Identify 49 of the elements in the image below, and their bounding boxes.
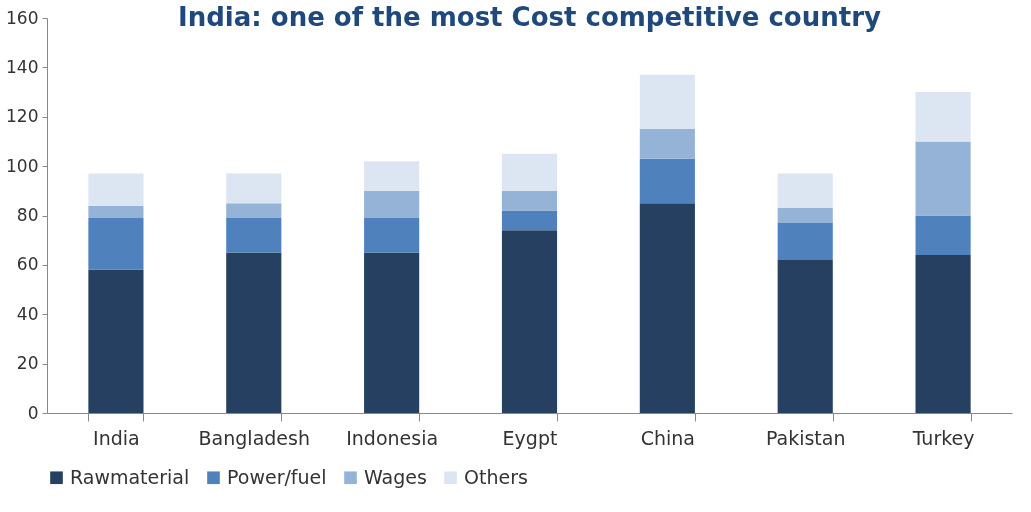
bar <box>915 215 971 255</box>
y-tick-label: 20 <box>16 353 39 374</box>
y-tick-label: 0 <box>27 402 39 423</box>
y-tick-label: 120 <box>6 106 39 127</box>
bar <box>364 217 420 253</box>
bar <box>639 158 695 204</box>
bar <box>226 217 282 253</box>
y-tick-label: 160 <box>6 7 39 28</box>
bar <box>777 259 833 413</box>
legend-label: Rawmaterial <box>70 465 190 488</box>
bar <box>364 190 420 218</box>
x-tick-label: India <box>93 426 140 449</box>
bar <box>777 222 833 260</box>
bar <box>88 173 144 206</box>
y-tick-label: 40 <box>16 303 39 324</box>
bar <box>777 208 833 223</box>
bar <box>88 269 144 413</box>
x-tick-label: Bangladesh <box>198 426 310 449</box>
bar <box>364 161 420 191</box>
bar <box>226 173 282 204</box>
bar <box>639 203 695 413</box>
x-tick-label: China <box>640 426 695 449</box>
y-tick-label: 60 <box>16 254 39 275</box>
bar <box>639 129 695 159</box>
bar <box>88 217 144 270</box>
x-tick-label: Indonesia <box>346 426 439 449</box>
y-tick-label: 100 <box>6 155 39 176</box>
y-tick-label: 140 <box>6 56 39 77</box>
bar <box>501 210 558 231</box>
bar <box>501 230 558 413</box>
y-tick-label: 80 <box>16 205 39 225</box>
legend-label: Power/fuel <box>227 465 327 488</box>
bar <box>88 205 144 218</box>
bar <box>501 153 558 191</box>
bar <box>226 252 282 413</box>
bar <box>915 141 971 216</box>
bar <box>364 252 420 413</box>
bar <box>777 173 833 209</box>
x-tick-label: Pakistan <box>765 426 846 449</box>
legend-label: Others <box>464 465 528 488</box>
bar <box>639 74 695 130</box>
x-tick-label: Eygpt <box>502 426 558 449</box>
legend-label: Wages <box>364 465 427 488</box>
bar <box>501 190 558 211</box>
bar <box>226 203 282 218</box>
chart-title: India: one of the most Cost competitive country <box>178 2 881 32</box>
x-tick-label: Turkey <box>911 426 975 449</box>
bar <box>915 255 971 413</box>
bar <box>915 92 971 142</box>
